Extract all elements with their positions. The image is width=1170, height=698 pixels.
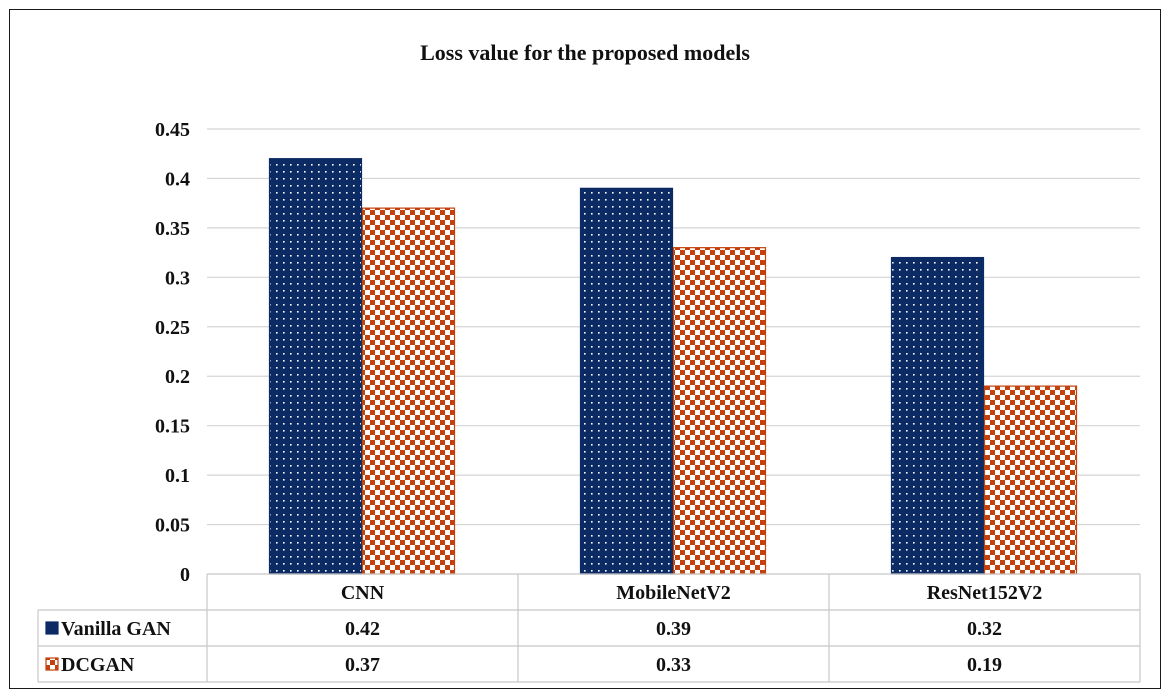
- y-tick-label: 0.25: [155, 317, 190, 339]
- category-label: MobileNetV2: [616, 582, 730, 604]
- y-tick-label: 0: [180, 564, 190, 586]
- legend-key: [45, 621, 59, 635]
- y-tick-label: 0.35: [155, 218, 190, 240]
- y-tick-label: 0.45: [155, 119, 190, 141]
- y-axis-tick-labels: 0 0.05 0.1 0.15 0.2 0.25 0.3 0.35 0.4 0.45: [155, 119, 190, 586]
- category-label: ResNet152V2: [927, 582, 1043, 604]
- bar-vanilla-gan-cnn: [268, 158, 363, 575]
- chart-title: Loss value for the proposed models: [420, 40, 750, 65]
- bars: [268, 158, 1078, 575]
- y-tick-label: 0.15: [155, 416, 190, 438]
- y-tick-label: 0.3: [165, 267, 190, 289]
- bar-dcgan-cnn: [361, 207, 456, 575]
- y-tick-label: 0.2: [165, 366, 190, 388]
- data-table: CNN MobileNetV2 ResNet152V2 Vanilla GAN 0.42…: [37, 573, 1141, 683]
- value-cell: 0.19: [967, 654, 1002, 676]
- series-name: Vanilla GAN: [61, 618, 171, 640]
- bar-vanilla-gan-resnet152v2: [890, 256, 985, 575]
- value-cell: 0.37: [345, 654, 380, 676]
- y-tick-label: 0.1: [165, 465, 190, 487]
- legend-key: [45, 657, 59, 671]
- value-cell: 0.33: [656, 654, 691, 676]
- series-name: DCGAN: [61, 654, 135, 676]
- bar-dcgan-mobilenetv2: [672, 247, 767, 575]
- y-tick-label: 0.4: [165, 168, 190, 190]
- bar-vanilla-gan-mobilenetv2: [579, 187, 674, 575]
- value-cell: 0.42: [345, 618, 380, 640]
- y-tick-label: 0.05: [155, 515, 190, 537]
- value-cell: 0.39: [656, 618, 691, 640]
- category-label: CNN: [341, 582, 385, 604]
- value-cell: 0.32: [967, 618, 1002, 640]
- bar-dcgan-resnet152v2: [983, 385, 1078, 575]
